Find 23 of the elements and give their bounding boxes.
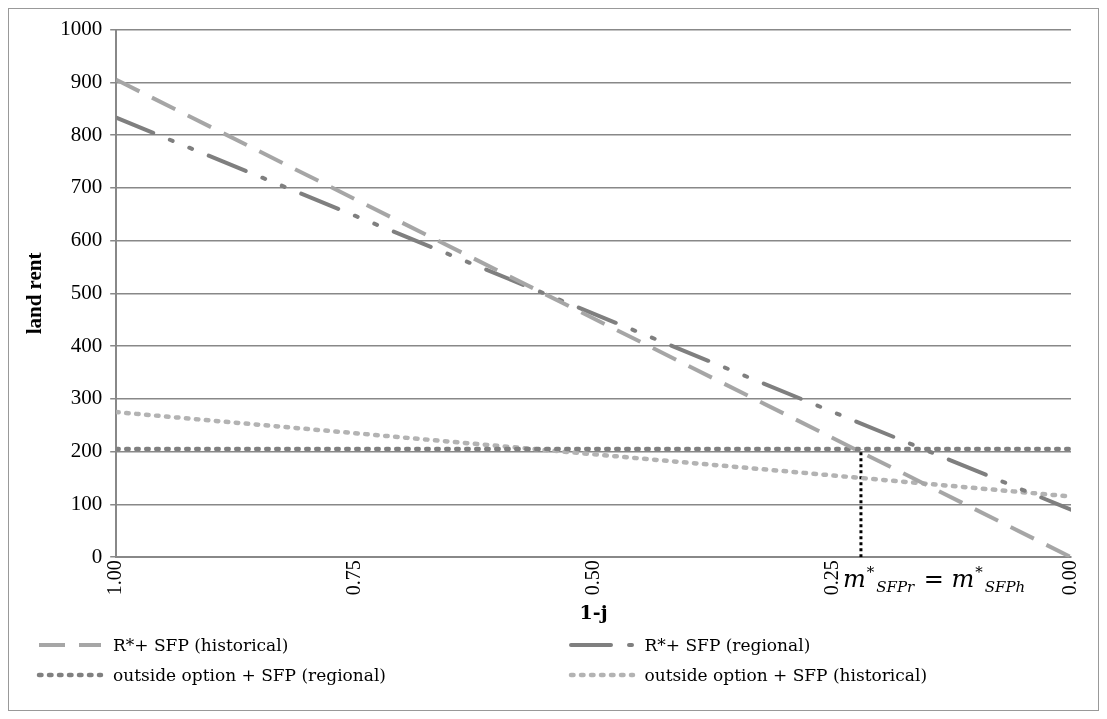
annotation: m*SFPr = m*SFPh xyxy=(842,563,1026,597)
x-tick-label: 1.00 xyxy=(103,560,126,596)
legend-label: outside option + SFP (historical) xyxy=(644,665,928,685)
x-tick-label: 0.75 xyxy=(342,560,365,596)
y-tick-label: 1000 xyxy=(60,16,103,41)
legend-label: outside option + SFP (regional) xyxy=(113,665,386,685)
y-tick-label: 100 xyxy=(70,490,103,515)
x-tick-label: 0.25 xyxy=(819,560,842,596)
x-tick-label: 0.00 xyxy=(1058,560,1081,596)
y-tick-label: 500 xyxy=(70,279,103,304)
x-axis-title: 1-j xyxy=(579,600,608,623)
legend-label: R*+ SFP (historical) xyxy=(113,635,289,655)
y-tick-label: 200 xyxy=(70,438,103,463)
y-tick-label: 600 xyxy=(70,227,103,252)
y-axis-title: land rent xyxy=(22,252,47,335)
x-tick-label: 0.50 xyxy=(580,560,603,596)
y-tick-label: 700 xyxy=(70,174,103,199)
y-tick-label: 0 xyxy=(91,543,103,568)
y-tick-label: 400 xyxy=(70,332,103,357)
y-tick-label: 900 xyxy=(70,68,103,93)
legend-label: R*+ SFP (regional) xyxy=(644,635,811,655)
y-tick-label: 800 xyxy=(70,121,103,146)
y-tick-label: 300 xyxy=(70,385,103,410)
